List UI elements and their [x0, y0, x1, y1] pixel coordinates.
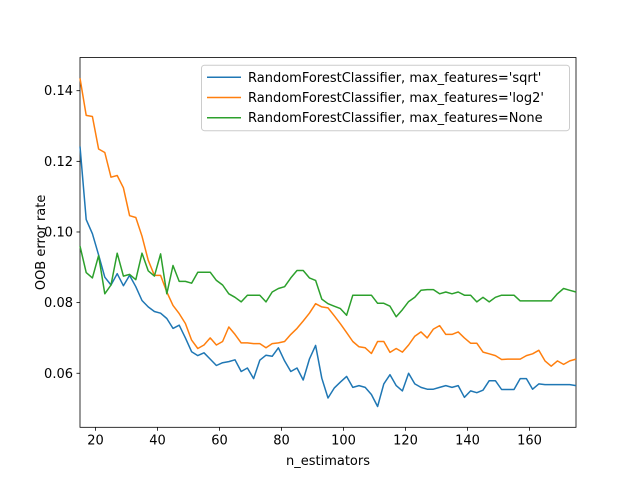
- y-tick-label: 0.14: [44, 84, 73, 99]
- y-tick-label: 0.08: [44, 296, 73, 311]
- legend-label-sqrt: RandomForestClassifier, max_features='sq…: [248, 71, 541, 86]
- plot-frame: [79, 57, 577, 428]
- x-tick-label: 140: [455, 433, 480, 448]
- x-tick-label: 100: [331, 433, 356, 448]
- series-line-sqrt: [79, 146, 577, 408]
- legend-frame: [201, 64, 570, 132]
- y-tick-label: 0.12: [44, 155, 73, 170]
- x-tick-label: 120: [393, 433, 418, 448]
- legend-label-log2: RandomForestClassifier, max_features='lo…: [248, 91, 544, 106]
- y-tick-label: 0.10: [44, 225, 73, 240]
- x-tick-label: 40: [149, 433, 166, 448]
- x-tick-label: 60: [211, 433, 228, 448]
- legend: RandomForestClassifier, max_features='sq…: [201, 64, 570, 132]
- x-tick-label: 160: [517, 433, 542, 448]
- y-tick-label: 0.06: [44, 367, 73, 382]
- series-line-none: [79, 245, 577, 318]
- x-tick-label: 20: [87, 433, 104, 448]
- legend-label-none: RandomForestClassifier, max_features=Non…: [248, 111, 543, 126]
- series-line-log2: [79, 78, 577, 367]
- series-layer: [79, 78, 577, 408]
- y-axis-label: OOB error rate: [34, 195, 49, 291]
- tick-layer: 20 40 60 80 100 120 140 160 0.06 0.08 0.10 0.12 0.14: [44, 84, 542, 448]
- x-axis-label: n_estimators: [286, 454, 370, 469]
- x-tick-label: 80: [273, 433, 290, 448]
